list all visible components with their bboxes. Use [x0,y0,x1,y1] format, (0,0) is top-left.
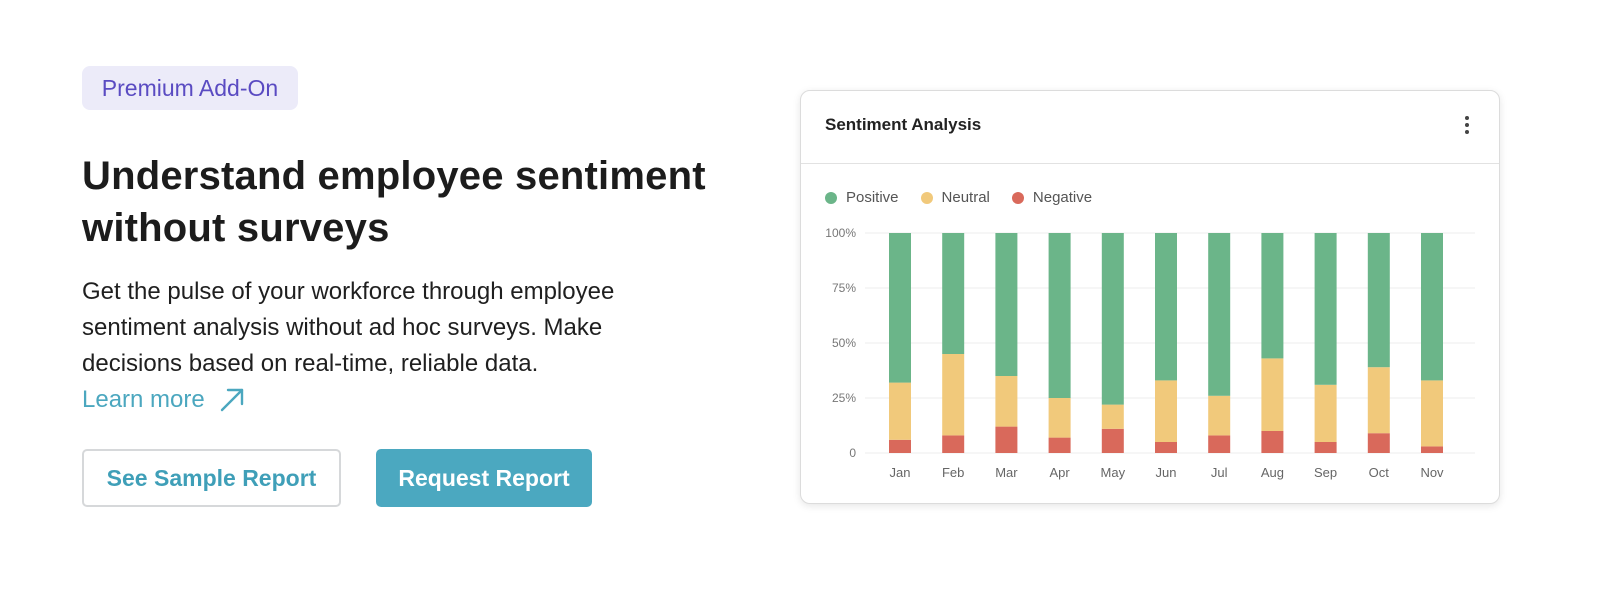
x-tick-label: Apr [1049,465,1070,480]
bar-segment-neutral [1261,358,1284,431]
sentiment-chart: 0 25% 50% 75% 100% Jan Feb Mar Apr May Jun Jul Aug Se… [825,226,1475,480]
legend-item-negative: Negative [1011,189,1093,206]
bar-segment-negative [1048,437,1071,453]
card-title: Sentiment Analysis [825,115,982,134]
y-tick-label: 50% [832,336,856,350]
bar-segment-positive [995,233,1018,376]
bar-segment-positive [1314,233,1337,385]
x-tick-label: Mar [995,465,1018,480]
legend-dot-positive [825,191,837,204]
premium-addon-badge: Premium Add-On [82,66,298,110]
arrow-up-right-icon [219,387,245,413]
bar-segment-neutral [1314,384,1337,442]
x-tick-label: Nov [1420,465,1444,480]
bar-segment-positive [1421,233,1443,381]
page-title: Understand employee sentiment without su… [82,150,742,254]
bar-segment-neutral [942,354,965,436]
x-tick-label: Sep [1314,465,1337,480]
card-header: Sentiment Analysis [801,91,1499,164]
bar-segment-neutral [1101,404,1124,429]
bar-segment-neutral [1048,398,1071,438]
bar-segment-neutral [1367,367,1390,434]
legend-label-neutral: Neutral [941,189,990,206]
bar-segment-negative [1155,442,1177,453]
page-title-line-1: Understand employee sentiment [82,154,706,198]
bar-segment-positive [1048,233,1071,398]
more-vertical-icon[interactable] [1461,113,1473,137]
learn-more-label: Learn more [82,386,205,413]
y-tick-label: 75% [832,281,856,295]
y-tick-label: 0 [849,446,856,460]
bar-segment-neutral [1155,380,1177,442]
bar-segment-negative [1367,433,1390,453]
legend-item-neutral: Neutral [920,189,990,206]
see-sample-report-button[interactable]: See Sample Report [82,449,341,507]
learn-more-link[interactable]: Learn more [82,382,245,418]
bar-segment-negative [1208,435,1231,453]
y-tick-label: 25% [832,391,856,405]
bar-segment-neutral [1421,380,1443,447]
bar-segment-neutral [889,382,911,440]
bar-segment-negative [1101,428,1124,453]
bar-segment-negative [1261,431,1284,453]
x-tick-label: Jul [1211,465,1228,480]
bar-segment-positive [889,233,911,383]
x-tick-label: Feb [942,465,964,480]
x-tick-label: May [1101,465,1126,480]
x-tick-label: Jun [1156,465,1177,480]
bar-segment-negative [1421,446,1443,453]
bar-segment-neutral [1208,395,1231,436]
page-title-line-2: without surveys [82,206,390,250]
legend-dot-neutral [920,191,933,204]
bar-segment-positive [942,233,965,354]
bar-segment-negative [1314,442,1337,453]
bar-segment-positive [1101,233,1124,405]
page-description: Get the pulse of your workforce through … [82,278,615,377]
y-tick-label: 100% [825,226,856,240]
legend-label-positive: Positive [846,189,899,206]
x-tick-label: Jan [890,465,911,480]
bar-segment-positive [1208,233,1231,396]
bar-segment-negative [995,426,1018,453]
bar-segment-negative [942,435,965,453]
chart-legend: Positive Neutral Negative [825,189,1092,206]
bar-segment-positive [1155,233,1177,381]
x-tick-label: Oct [1369,465,1390,480]
bar-segment-neutral [995,376,1018,427]
bar-segment-positive [1367,233,1390,368]
legend-dot-negative [1011,191,1024,204]
x-tick-label: Aug [1261,465,1284,480]
legend-item-positive: Positive [825,189,899,206]
request-report-button[interactable]: Request Report [376,449,592,507]
sentiment-analysis-card: Sentiment Analysis Positive Neutral Nega… [800,90,1500,504]
bar-segment-positive [1261,233,1284,359]
bar-segment-negative [889,439,911,453]
legend-label-negative: Negative [1032,189,1093,206]
